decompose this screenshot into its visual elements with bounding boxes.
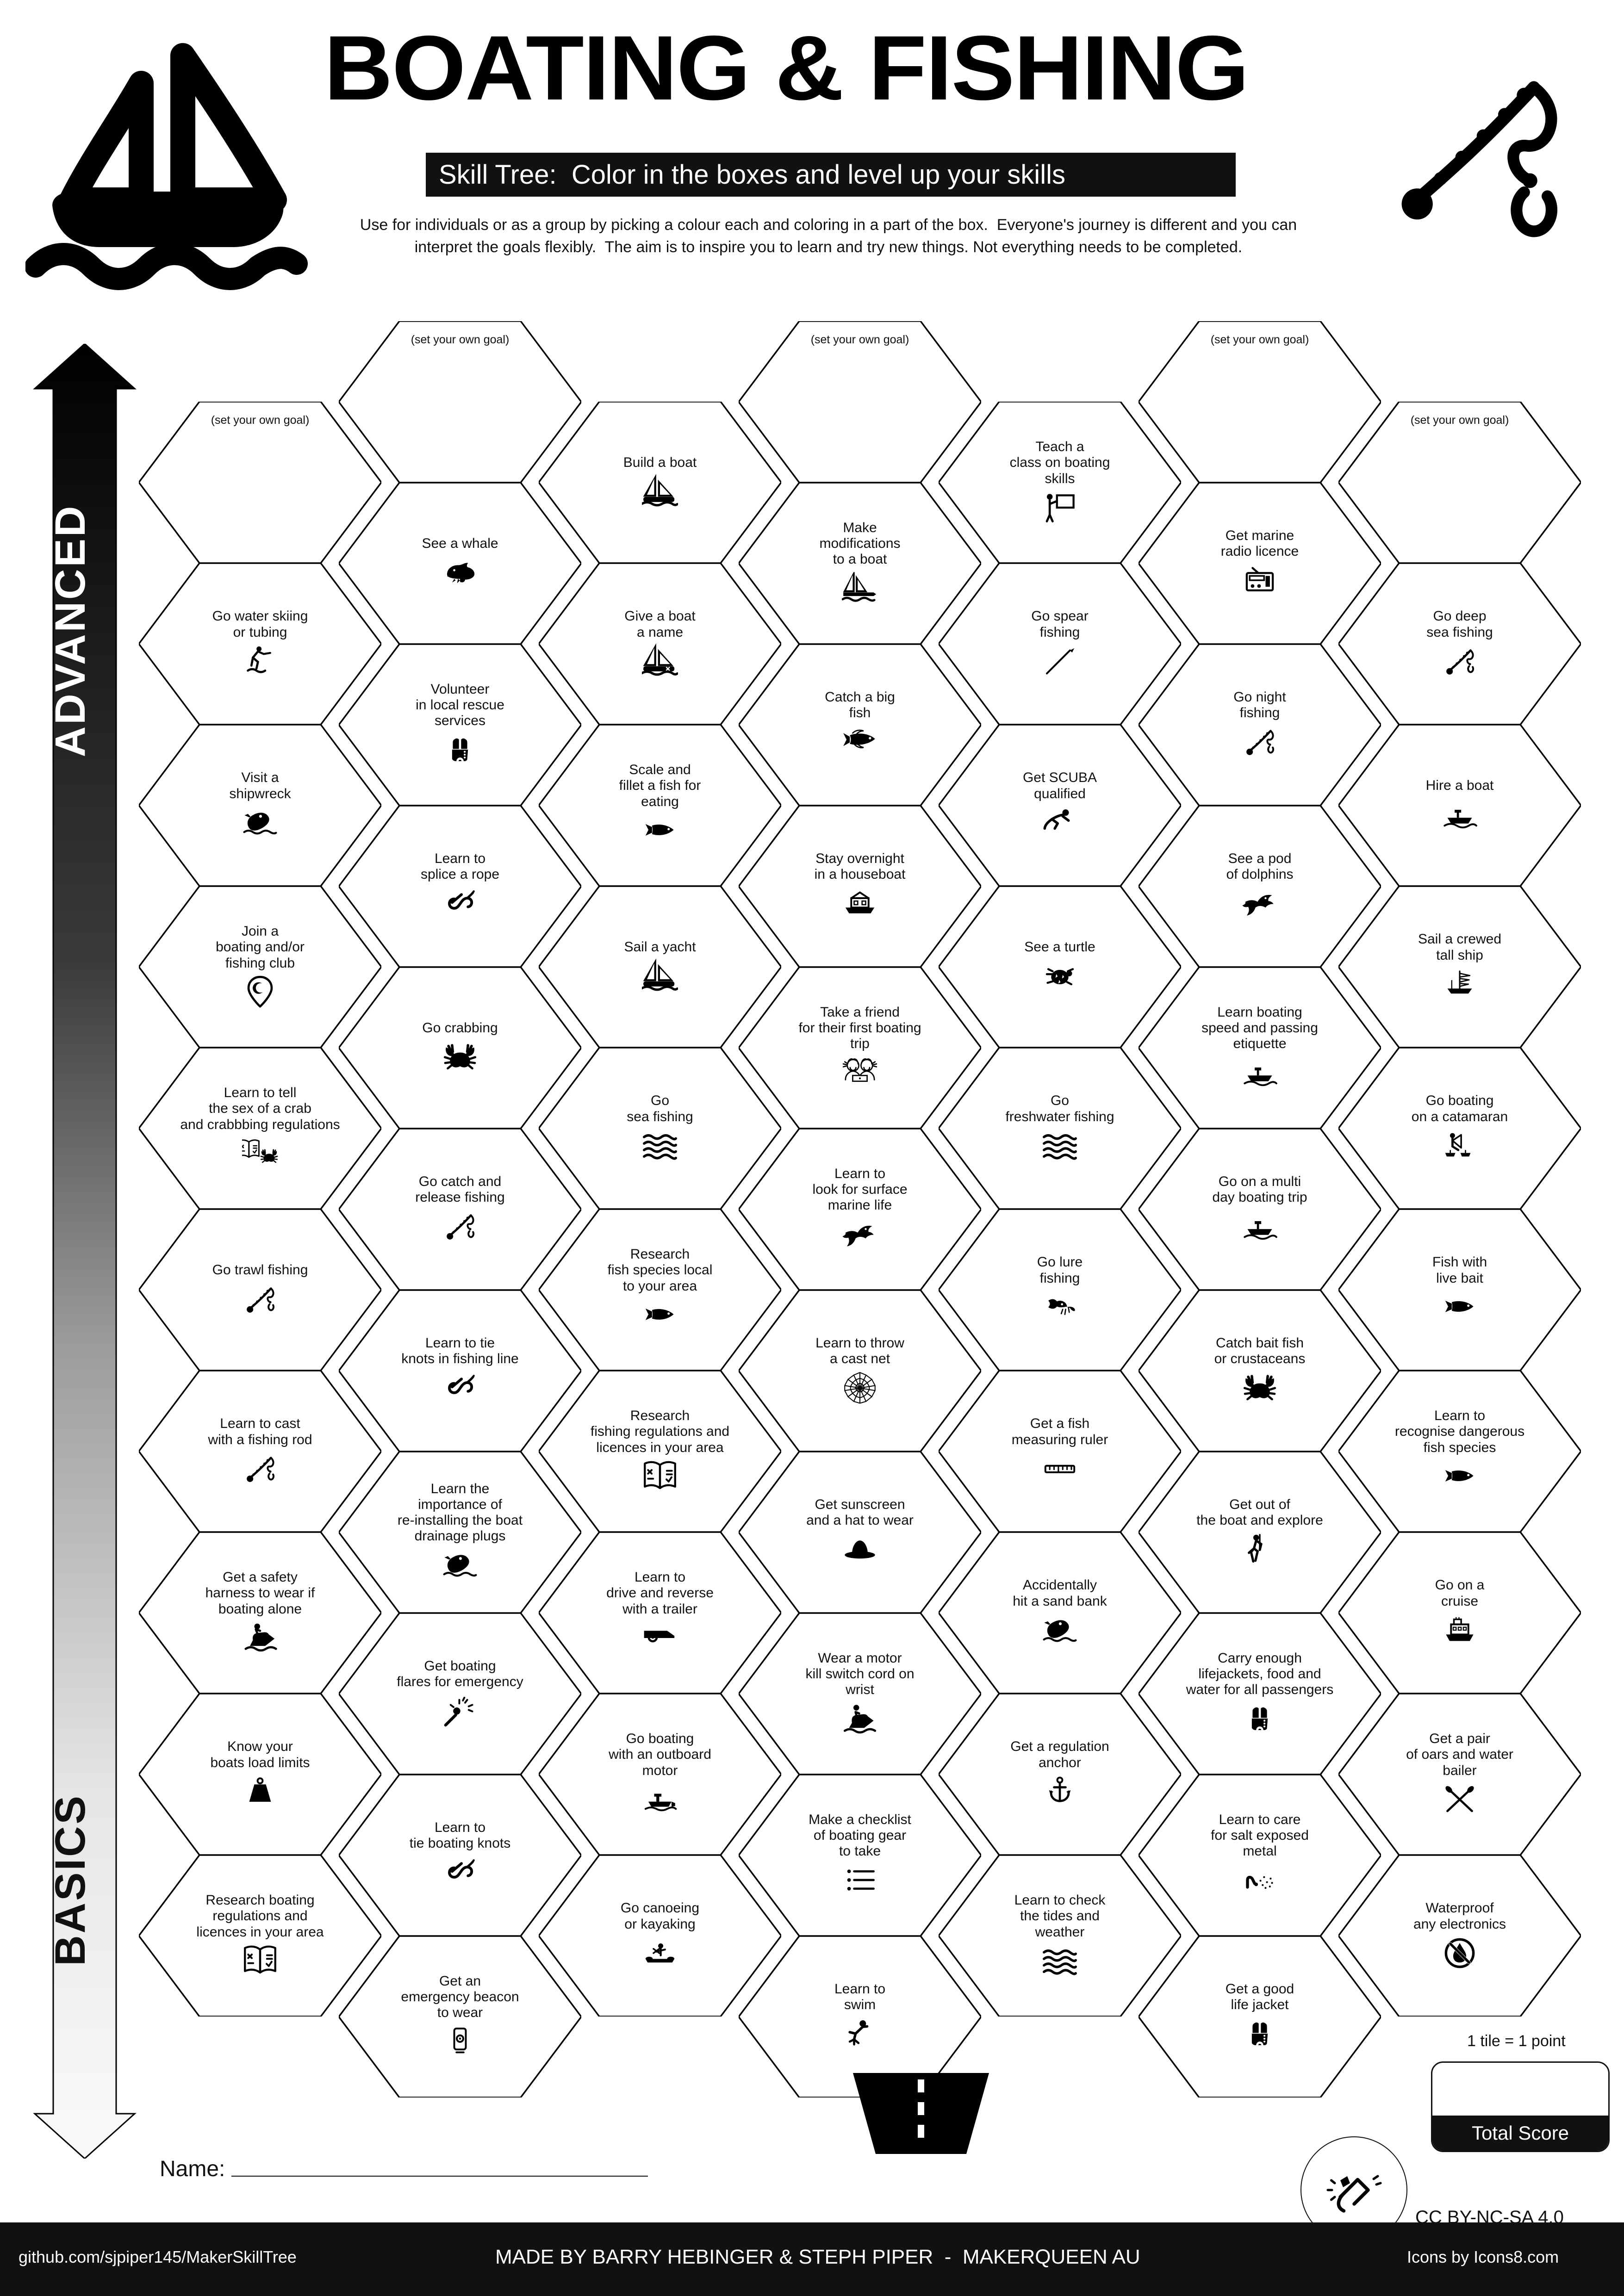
svg-text:ADVANCED: ADVANCED (47, 504, 94, 757)
svg-text:BASICS: BASICS (47, 1794, 94, 1966)
